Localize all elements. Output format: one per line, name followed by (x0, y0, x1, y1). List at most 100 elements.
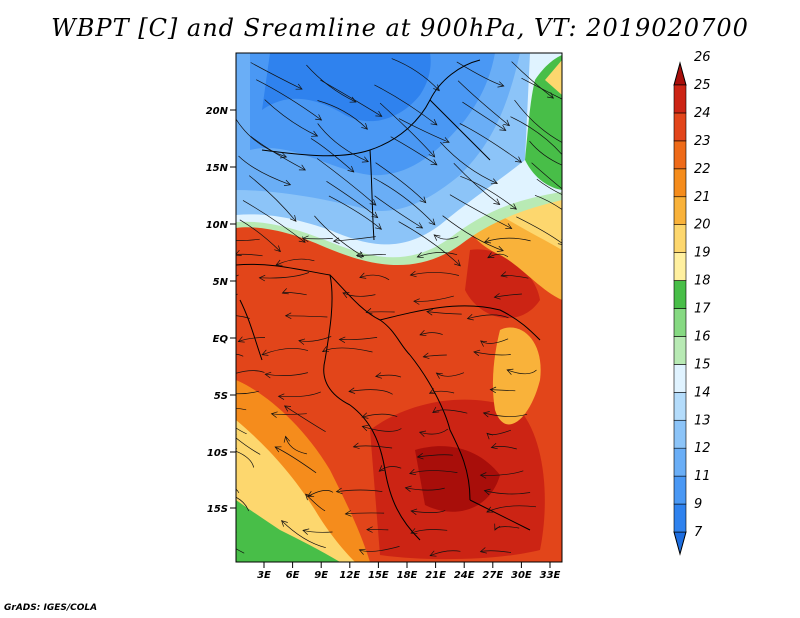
streamline (362, 413, 398, 418)
streamline-arrow (416, 453, 424, 460)
streamline (236, 407, 247, 411)
streamline (236, 437, 261, 455)
streamline (516, 216, 562, 244)
streamline (236, 353, 244, 357)
streamline (449, 194, 512, 229)
streamline-arrow (494, 523, 501, 531)
streamline-arrow (221, 406, 226, 412)
streamline-arrow (418, 430, 427, 437)
streamline-arrow (298, 164, 306, 171)
streamline-arrow (371, 211, 379, 219)
streamline (236, 293, 238, 296)
lat-label: 5N (213, 277, 229, 288)
lon-label: 24E (454, 570, 475, 581)
streamline (467, 314, 509, 320)
streamline-arrow (264, 371, 272, 379)
streamline (375, 374, 402, 378)
colorbar-swatch (673, 196, 687, 225)
streamline (320, 79, 382, 117)
streamline (462, 101, 506, 131)
streamline (483, 412, 528, 417)
streamline-arrow (227, 492, 233, 498)
streamline-arrow (505, 223, 513, 229)
streamline-arrow (348, 387, 356, 394)
streamline (336, 489, 383, 493)
streamline (429, 390, 455, 394)
streamline-arrow (585, 202, 591, 208)
streamline (366, 311, 395, 313)
lat-label: EQ (213, 334, 229, 345)
streamline-arrow (338, 336, 346, 344)
streamline (274, 446, 317, 474)
streamline-arrow (361, 156, 369, 163)
streamline (501, 275, 529, 279)
colorbar-label: 17 (694, 302, 711, 317)
streamline-arrow (483, 237, 492, 244)
streamline-arrow (547, 92, 555, 99)
streamline-arrow (211, 354, 217, 360)
streamlines (199, 58, 591, 557)
streamline-arrow (428, 150, 436, 158)
streamline-arrow (361, 122, 368, 130)
streamline-arrow (283, 179, 292, 186)
streamline (410, 529, 448, 534)
streamline-arrow (375, 223, 382, 230)
streamline-arrow (219, 517, 225, 522)
streamline (282, 292, 307, 296)
colorbar-swatch (673, 252, 687, 281)
colorbar-label: 7 (694, 525, 703, 540)
credit-text: GrADS: IGES/COLA (4, 603, 98, 613)
streamline (433, 234, 459, 240)
streamline (236, 274, 239, 277)
ne-yellow-patch (545, 60, 562, 95)
streamline (236, 548, 245, 554)
streamline-arrow (426, 309, 434, 316)
streamline-arrow (369, 199, 377, 206)
streamline (484, 237, 531, 243)
streamline (378, 466, 402, 472)
streamline (271, 413, 307, 415)
streamline-arrow (577, 220, 583, 226)
streamline-arrow (375, 372, 383, 379)
lat-label: 20N (206, 106, 229, 117)
colorbar-high-arrow (673, 61, 687, 86)
colorbar-label: 24 (694, 106, 711, 121)
streamline (261, 348, 309, 356)
streamline (359, 546, 400, 552)
streamline (490, 389, 516, 392)
streamline (473, 351, 511, 356)
streamline-arrow (430, 159, 438, 166)
streamline-arrow (499, 124, 507, 131)
streamline (486, 505, 537, 513)
streamline (374, 84, 438, 126)
streamline (250, 136, 306, 171)
streamline-arrow (419, 329, 427, 337)
streamline (236, 488, 240, 494)
streamline-arrow (225, 372, 231, 377)
colorbar: 7 9 11 12 13 14 15 16 17 18 19 20 21 22 23 24 25 26 (673, 50, 711, 556)
streamline (457, 80, 510, 126)
streamline-arrow (279, 152, 288, 159)
streamline-arrow (342, 292, 350, 299)
streamline-arrow (493, 293, 501, 300)
streamline (379, 102, 435, 158)
streamline-arrow (416, 222, 424, 229)
streamline-arrow (199, 274, 205, 280)
colorbar-label: 25 (694, 78, 711, 93)
sw-green-area (236, 500, 340, 562)
colorbar-low-arrow (673, 531, 687, 556)
streamline-arrow (349, 96, 357, 103)
streamline (333, 236, 376, 242)
streamline-arrow (433, 234, 441, 241)
streamline (398, 221, 461, 267)
streamline (432, 409, 468, 414)
streamline (429, 550, 461, 557)
streamline (236, 315, 250, 319)
streamline (236, 238, 260, 241)
lon-label: 3E (257, 570, 271, 581)
streamline-arrow (486, 432, 494, 440)
streamline-arrow (321, 346, 330, 353)
streamline-arrow (344, 510, 352, 517)
lon-label: 9E (314, 570, 328, 581)
